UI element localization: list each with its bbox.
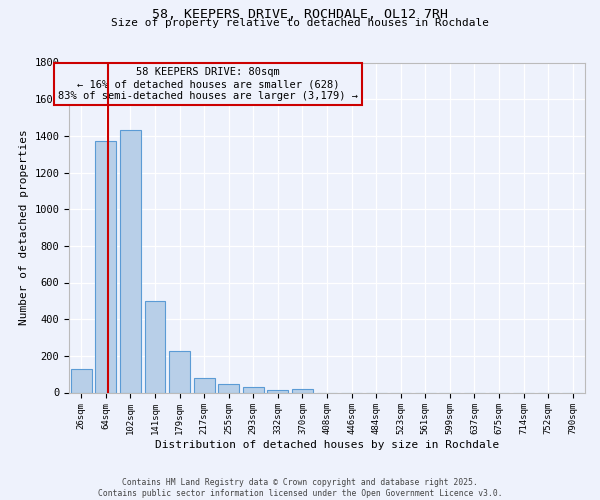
Bar (120, 130, 141, 392)
Bar (95, 142, 116, 392)
Y-axis label: Number of detached properties: Number of detached properties (19, 130, 29, 326)
Bar (194, 378, 215, 392)
Text: Contains HM Land Registry data © Crown copyright and database right 2025.
Contai: Contains HM Land Registry data © Crown c… (98, 478, 502, 498)
Bar (292, 389, 313, 392)
Bar (268, 390, 289, 392)
Bar (218, 384, 239, 392)
Text: 58, KEEPERS DRIVE, ROCHDALE, OL12 7RH: 58, KEEPERS DRIVE, ROCHDALE, OL12 7RH (152, 8, 448, 20)
Bar (243, 388, 264, 392)
Bar (71, 368, 92, 392)
Text: 58 KEEPERS DRIVE: 80sqm
← 16% of detached houses are smaller (628)
83% of semi-d: 58 KEEPERS DRIVE: 80sqm ← 16% of detache… (58, 68, 358, 100)
X-axis label: Distribution of detached houses by size in Rochdale: Distribution of detached houses by size … (155, 440, 499, 450)
Bar (145, 301, 166, 392)
Bar (169, 351, 190, 393)
Text: Size of property relative to detached houses in Rochdale: Size of property relative to detached ho… (111, 18, 489, 28)
